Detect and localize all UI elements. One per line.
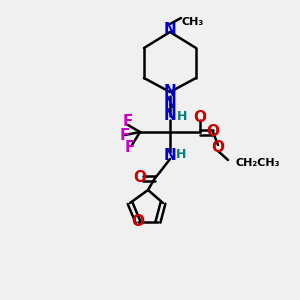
Text: H: H xyxy=(177,110,187,122)
Text: O: O xyxy=(206,124,220,140)
Text: O: O xyxy=(134,170,146,185)
Text: F: F xyxy=(123,115,133,130)
Text: N: N xyxy=(164,148,176,163)
Text: N: N xyxy=(164,109,176,124)
Text: N: N xyxy=(164,22,176,38)
Text: N: N xyxy=(164,97,176,112)
Text: O: O xyxy=(131,214,145,230)
Text: O: O xyxy=(194,110,206,124)
Text: CH₃: CH₃ xyxy=(181,17,203,27)
Text: H: H xyxy=(176,148,186,161)
Text: O: O xyxy=(212,140,224,155)
Text: F: F xyxy=(120,128,130,142)
Text: N: N xyxy=(164,85,176,100)
Text: CH₂CH₃: CH₂CH₃ xyxy=(235,158,280,168)
Text: F: F xyxy=(125,140,135,154)
